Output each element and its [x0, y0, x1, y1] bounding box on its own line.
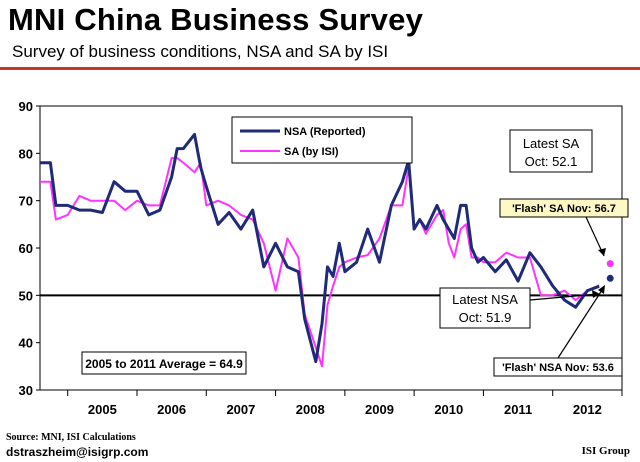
x-tick-label: 2011	[504, 402, 532, 417]
credit-label: ISI Group	[581, 445, 630, 457]
latest-nsa-line2: Oct: 51.9	[459, 310, 512, 325]
x-tick-label: 2005	[88, 402, 117, 417]
source-note: Source: MNI, ISI Calculations	[6, 432, 136, 443]
flash-points	[606, 260, 614, 282]
series-line-nsa	[40, 132, 600, 364]
y-axis: 30 40 50 60 70 80 90	[19, 99, 40, 398]
flash-nsa-arrowhead	[598, 285, 605, 294]
x-tick-label: 2012	[573, 402, 602, 417]
y-tick-label: 50	[19, 288, 33, 303]
latest-sa-line2: Oct: 52.1	[525, 154, 578, 169]
flash-point-sa	[606, 260, 614, 268]
x-tick-label: 2009	[365, 402, 394, 417]
y-tick-label: 90	[19, 99, 33, 114]
latest-sa-line1: Latest SA	[523, 136, 580, 151]
flash-point-nsa	[606, 274, 614, 282]
contact-email: dstraszheim@isigrp.com	[6, 445, 149, 459]
legend: NSA (Reported) SA (by ISI)	[231, 116, 413, 164]
flash-nsa-arrow	[557, 286, 605, 359]
latest-nsa-arrow	[529, 293, 599, 301]
legend-label-sa: SA (by ISI)	[284, 146, 339, 158]
annotation-latest-nsa: Latest NSA Oct: 51.9	[439, 287, 600, 329]
x-tick-label: 2010	[434, 402, 463, 417]
series-line-sa	[40, 157, 600, 368]
x-tick-label: 2008	[296, 402, 325, 417]
x-tick-label: 2007	[226, 402, 255, 417]
x-tick-label: 2006	[157, 402, 186, 417]
legend-label-nsa: NSA (Reported)	[284, 126, 366, 138]
flash-sa-label: 'Flash' SA Nov: 56.7	[512, 203, 616, 215]
average-label: 2005 to 2011 Average = 64.9	[85, 357, 243, 371]
annotation-flash-sa: 'Flash' SA Nov: 56.7	[499, 198, 629, 257]
flash-nsa-label: 'Flash' NSA Nov: 53.6	[502, 362, 614, 374]
annotation-flash-nsa: 'Flash' NSA Nov: 53.6	[493, 285, 623, 377]
page-subtitle: Survey of business conditions, NSA and S…	[12, 42, 389, 61]
annotation-average: 2005 to 2011 Average = 64.9	[81, 351, 247, 375]
x-axis: 2005 2006 2007 2008 2009 2010 2011 2012	[67, 390, 623, 417]
page-title: MNI China Business Survey	[8, 2, 424, 37]
y-tick-label: 60	[19, 241, 33, 256]
flash-sa-arrowhead	[598, 248, 606, 256]
y-tick-label: 70	[19, 194, 33, 209]
title-rule	[0, 67, 640, 70]
latest-nsa-line1: Latest NSA	[452, 292, 518, 307]
series-layer	[40, 132, 600, 368]
annotation-latest-sa: Latest SA Oct: 52.1	[509, 129, 593, 173]
latest-nsa-arrowhead	[592, 290, 600, 298]
y-tick-label: 40	[19, 336, 33, 351]
y-tick-label: 80	[19, 146, 33, 161]
y-tick-label: 30	[19, 383, 33, 398]
